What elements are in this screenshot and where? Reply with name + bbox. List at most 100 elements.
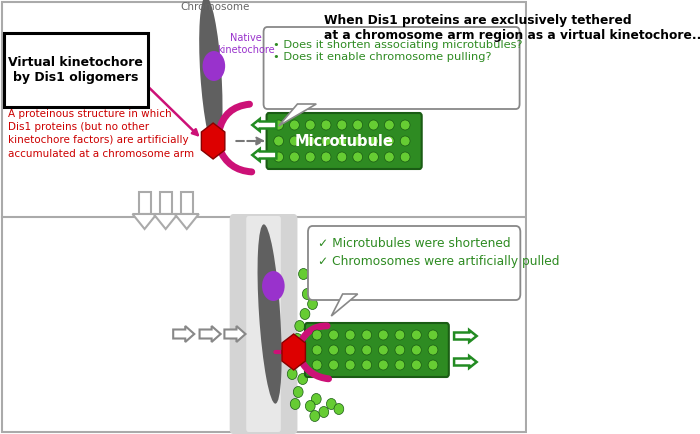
FancyBboxPatch shape: [1, 2, 526, 432]
Text: Native
kinetochore: Native kinetochore: [217, 33, 274, 55]
Ellipse shape: [300, 309, 310, 319]
Polygon shape: [279, 104, 316, 126]
Ellipse shape: [412, 330, 421, 340]
Ellipse shape: [400, 152, 410, 162]
Text: ✓ Microtubules were shortened
✓ Chromosomes were artificially pulled: ✓ Microtubules were shortened ✓ Chromoso…: [318, 237, 559, 268]
Ellipse shape: [290, 120, 300, 130]
Ellipse shape: [321, 120, 331, 130]
Ellipse shape: [305, 136, 315, 146]
Ellipse shape: [412, 360, 421, 370]
Ellipse shape: [337, 136, 346, 146]
FancyArrowPatch shape: [301, 326, 327, 342]
FancyArrow shape: [199, 326, 220, 342]
Ellipse shape: [329, 345, 339, 355]
Ellipse shape: [312, 330, 322, 340]
Ellipse shape: [305, 120, 315, 130]
FancyBboxPatch shape: [230, 214, 298, 434]
Ellipse shape: [353, 136, 363, 146]
Polygon shape: [132, 214, 157, 229]
Ellipse shape: [258, 224, 281, 404]
Ellipse shape: [345, 330, 355, 340]
Ellipse shape: [287, 368, 297, 379]
FancyArrow shape: [252, 149, 276, 161]
Ellipse shape: [315, 283, 325, 295]
FancyBboxPatch shape: [308, 226, 520, 300]
Ellipse shape: [369, 120, 379, 130]
Ellipse shape: [369, 152, 379, 162]
Ellipse shape: [384, 136, 394, 146]
Text: Chromosome: Chromosome: [180, 2, 249, 12]
Ellipse shape: [362, 330, 372, 340]
Ellipse shape: [400, 136, 410, 146]
Ellipse shape: [337, 120, 346, 130]
Ellipse shape: [384, 120, 394, 130]
FancyBboxPatch shape: [264, 27, 519, 109]
FancyArrow shape: [225, 326, 246, 342]
Ellipse shape: [345, 360, 355, 370]
Text: A proteinous structure in which
Dis1 proteins (but no other
kinetochore factors): A proteinous structure in which Dis1 pro…: [8, 109, 194, 158]
Ellipse shape: [312, 360, 322, 370]
Polygon shape: [331, 294, 358, 316]
Ellipse shape: [312, 394, 321, 404]
Ellipse shape: [428, 360, 438, 370]
FancyArrow shape: [454, 330, 477, 342]
FancyArrowPatch shape: [219, 148, 252, 172]
Ellipse shape: [274, 152, 284, 162]
Ellipse shape: [329, 360, 339, 370]
Ellipse shape: [395, 360, 405, 370]
Ellipse shape: [295, 320, 304, 332]
FancyBboxPatch shape: [267, 113, 421, 169]
Ellipse shape: [395, 345, 405, 355]
Ellipse shape: [428, 345, 438, 355]
Ellipse shape: [274, 120, 284, 130]
FancyArrow shape: [454, 356, 477, 368]
Ellipse shape: [298, 374, 307, 385]
FancyArrow shape: [252, 119, 276, 131]
FancyBboxPatch shape: [160, 192, 172, 214]
Ellipse shape: [199, 0, 223, 151]
FancyArrowPatch shape: [301, 361, 328, 379]
Polygon shape: [153, 214, 178, 229]
Text: When Dis1 proteins are exclusively tethered
at a chromosome arm region as a virt: When Dis1 proteins are exclusively tethe…: [324, 14, 700, 42]
Ellipse shape: [290, 152, 300, 162]
Ellipse shape: [302, 289, 312, 299]
Ellipse shape: [262, 271, 285, 301]
Polygon shape: [282, 334, 305, 370]
Polygon shape: [175, 214, 199, 229]
Ellipse shape: [326, 398, 336, 410]
Ellipse shape: [329, 330, 339, 340]
Ellipse shape: [400, 120, 410, 130]
Ellipse shape: [412, 345, 421, 355]
Text: Microtubule: Microtubule: [295, 134, 393, 148]
Ellipse shape: [379, 330, 389, 340]
FancyArrowPatch shape: [236, 138, 263, 145]
Ellipse shape: [334, 404, 344, 414]
Ellipse shape: [312, 345, 322, 355]
Ellipse shape: [353, 120, 363, 130]
Ellipse shape: [395, 330, 405, 340]
Ellipse shape: [290, 398, 300, 410]
Ellipse shape: [299, 269, 309, 279]
Ellipse shape: [319, 407, 329, 418]
Ellipse shape: [379, 360, 389, 370]
Ellipse shape: [307, 299, 317, 309]
Ellipse shape: [353, 152, 363, 162]
FancyBboxPatch shape: [305, 323, 449, 377]
FancyBboxPatch shape: [4, 33, 148, 107]
Ellipse shape: [305, 401, 315, 411]
Ellipse shape: [321, 136, 331, 146]
Ellipse shape: [290, 136, 300, 146]
Ellipse shape: [321, 152, 331, 162]
FancyBboxPatch shape: [181, 192, 192, 214]
Ellipse shape: [274, 136, 284, 146]
Ellipse shape: [293, 387, 303, 398]
Ellipse shape: [293, 333, 302, 345]
Ellipse shape: [285, 354, 295, 365]
Ellipse shape: [323, 273, 332, 285]
Ellipse shape: [384, 152, 394, 162]
Ellipse shape: [379, 345, 389, 355]
Ellipse shape: [202, 51, 225, 81]
Ellipse shape: [345, 345, 355, 355]
Ellipse shape: [337, 152, 346, 162]
FancyBboxPatch shape: [139, 192, 150, 214]
